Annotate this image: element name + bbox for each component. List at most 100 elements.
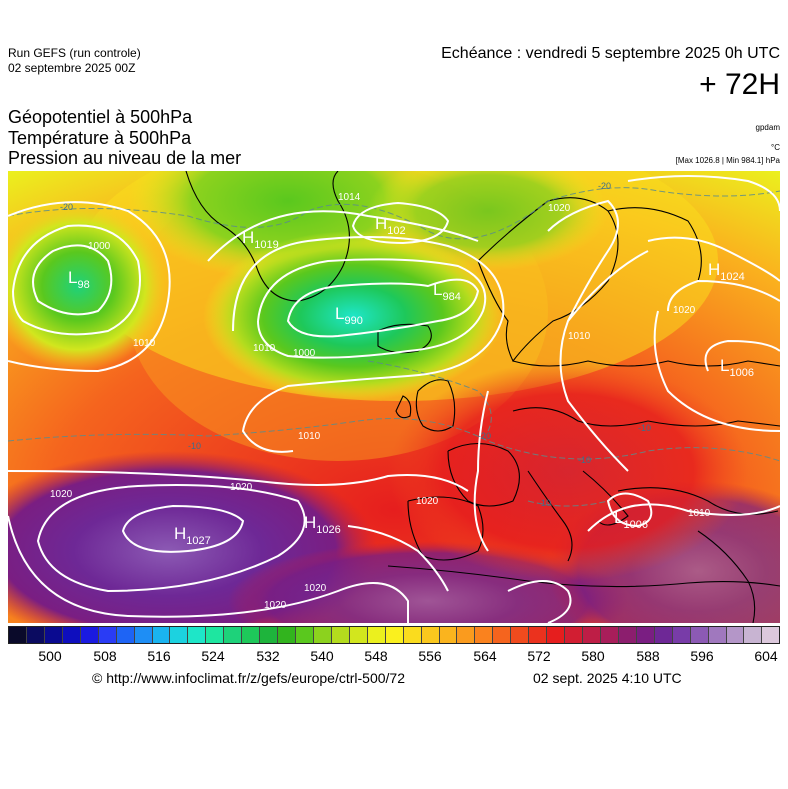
color-swatch xyxy=(600,627,619,643)
color-swatch xyxy=(457,627,476,643)
color-swatch xyxy=(744,627,763,643)
param-temperature: Température à 500hPa xyxy=(8,128,192,148)
color-swatch xyxy=(583,627,601,643)
scale-tick-label: 604 xyxy=(754,648,778,664)
isobar-label: 1010 xyxy=(688,508,711,519)
high-pressure-label: H1019 xyxy=(242,228,279,251)
param-pressure: Pression au niveau de la mer xyxy=(8,148,242,168)
low-pressure-label: L984 xyxy=(433,280,461,303)
color-swatch xyxy=(170,627,189,643)
color-swatch xyxy=(654,627,673,643)
scale-tick-label: 508 xyxy=(93,648,117,664)
isotherm-label: -10 xyxy=(538,498,551,508)
color-swatch xyxy=(565,627,583,643)
scale-tick-label: 516 xyxy=(147,648,171,664)
scale-tick-label: 556 xyxy=(418,648,442,664)
run-date: 02 septembre 2025 00Z xyxy=(8,61,136,75)
source-url: © http://www.infoclimat.fr/z/gefs/europe… xyxy=(92,670,406,686)
high-pressure-label: H102 xyxy=(375,214,406,237)
scale-tick-label: 500 xyxy=(38,648,62,664)
color-swatch xyxy=(296,627,314,643)
color-swatch xyxy=(690,627,709,643)
color-swatch xyxy=(708,627,727,643)
color-swatch xyxy=(9,627,27,643)
color-swatch xyxy=(44,627,63,643)
color-swatch xyxy=(188,627,207,643)
isobar-label: 1014 xyxy=(338,192,361,203)
color-swatch xyxy=(26,627,45,643)
isobar-label: 1000 xyxy=(88,241,111,252)
color-swatch xyxy=(475,627,494,643)
forecast-hours: + 72H xyxy=(699,68,780,101)
color-swatch xyxy=(242,627,261,643)
scale-tick-label: 596 xyxy=(690,648,714,664)
isobar-label: 1010 xyxy=(133,338,156,349)
scale-tick-label: 564 xyxy=(473,648,497,664)
isobar-label: 1000 xyxy=(293,348,316,359)
color-swatch xyxy=(385,627,404,643)
color-scale-labels: 500 508 516 524 532 540 548 556 564 572 580 588 596 6… xyxy=(8,648,780,668)
isotherm-label: -20 xyxy=(478,431,491,441)
pressure-max-min: [Max 1026.8 | Min 984.1] hPa xyxy=(675,156,780,165)
run-title: Run GEFS (run controle) xyxy=(8,46,141,60)
scale-tick-label: 524 xyxy=(201,648,225,664)
color-swatch xyxy=(367,627,386,643)
scale-tick-label: 548 xyxy=(364,648,388,664)
color-swatch xyxy=(331,627,350,643)
isobar-label: 1020 xyxy=(264,600,287,611)
scale-tick-label: 532 xyxy=(256,648,280,664)
color-swatch xyxy=(762,627,780,643)
low-pressure-label: L1006 xyxy=(720,356,754,379)
issued-time: 02 sept. 2025 4:10 UTC xyxy=(533,670,682,686)
scale-tick-label: 588 xyxy=(636,648,660,664)
color-swatch xyxy=(636,627,655,643)
color-swatch xyxy=(493,627,512,643)
low-pressure-label: L98 xyxy=(68,268,90,291)
isotherm-label: -10 xyxy=(638,423,651,433)
unit-gpdam: gpdam xyxy=(755,123,780,132)
color-swatch xyxy=(529,627,548,643)
scale-tick-label: 580 xyxy=(581,648,605,664)
isotherm-label: -20 xyxy=(60,202,73,212)
high-pressure-label: H1024 xyxy=(708,260,745,283)
isobar-label: 1020 xyxy=(50,489,73,500)
low-pressure-label: L1006 xyxy=(614,508,648,531)
color-swatch xyxy=(278,627,296,643)
param-geopotential: Géopotentiel à 500hPa xyxy=(8,107,193,127)
color-swatch xyxy=(547,627,566,643)
isobar-label: 1020 xyxy=(673,305,696,316)
isotherm-label: -10 xyxy=(188,441,201,451)
isobar-label: 1020 xyxy=(230,482,253,493)
color-swatch xyxy=(62,627,81,643)
color-swatch xyxy=(224,627,243,643)
color-swatch xyxy=(672,627,691,643)
color-swatch xyxy=(726,627,745,643)
color-swatch xyxy=(134,627,153,643)
isobar-label: 1010 xyxy=(568,331,591,342)
color-swatch xyxy=(206,627,225,643)
color-swatch xyxy=(421,627,440,643)
color-swatch xyxy=(349,627,368,643)
unit-celsius: °C xyxy=(771,143,780,152)
isotherm-label: -10 xyxy=(578,455,591,465)
color-swatch xyxy=(313,627,332,643)
high-pressure-label: H1027 xyxy=(174,524,211,547)
weather-map: L98 H1019 L990 H102 L984 H1024 L1006 H1027 H1026… xyxy=(8,171,780,623)
isobar-label: 1010 xyxy=(253,343,276,354)
forecast-valid-time: Echéance : vendredi 5 septembre 2025 0h … xyxy=(441,45,780,62)
isobar-label: 1020 xyxy=(548,203,571,214)
color-swatch xyxy=(260,627,279,643)
isobar-label: 1020 xyxy=(304,583,327,594)
color-swatch xyxy=(80,627,99,643)
color-swatch xyxy=(403,627,422,643)
color-swatch xyxy=(511,627,530,643)
color-swatch xyxy=(152,627,171,643)
color-scale-bar xyxy=(8,626,780,644)
color-swatch xyxy=(618,627,637,643)
isotherm-label: -20 xyxy=(598,181,611,191)
scale-tick-label: 540 xyxy=(310,648,334,664)
color-swatch xyxy=(439,627,458,643)
isobar-label: 1020 xyxy=(416,496,439,507)
isobar-label: 1010 xyxy=(298,431,321,442)
high-pressure-label: H1026 xyxy=(304,513,341,536)
